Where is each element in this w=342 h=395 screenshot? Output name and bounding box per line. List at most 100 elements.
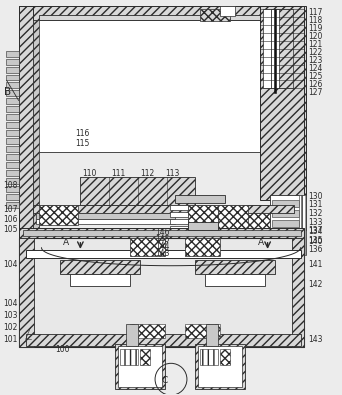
Text: 113: 113 [165, 169, 180, 178]
Bar [80, 177, 195, 205]
Text: 119: 119 [308, 24, 323, 33]
Bar [272, 200, 300, 207]
Text: 108: 108 [4, 181, 18, 190]
Text: 107: 107 [4, 205, 18, 214]
Bar [188, 222, 218, 230]
Bar [272, 230, 300, 237]
Bar [23, 230, 301, 236]
Text: 112: 112 [140, 169, 154, 178]
Bar [170, 226, 188, 231]
Text: 110: 110 [82, 169, 97, 178]
Bar [6, 186, 18, 192]
Bar [188, 205, 218, 233]
Bar [185, 324, 220, 339]
Bar [61, 260, 140, 274]
Bar [36, 213, 175, 219]
Bar [18, 6, 32, 230]
Bar [26, 335, 301, 346]
Text: 117: 117 [308, 8, 323, 17]
Text: 118: 118 [308, 16, 323, 25]
Text: 135: 135 [308, 236, 323, 245]
Bar [291, 238, 304, 347]
Text: 130: 130 [308, 192, 323, 201]
Bar [269, 195, 304, 255]
Text: 137: 137 [308, 226, 323, 235]
Bar [6, 162, 18, 168]
Text: 103: 103 [4, 311, 18, 320]
Text: 142: 142 [308, 280, 323, 289]
Text: 126: 126 [308, 80, 323, 89]
Text: 111: 111 [111, 169, 126, 178]
Text: 124: 124 [308, 64, 323, 73]
Text: 125: 125 [308, 72, 323, 81]
Bar [6, 51, 18, 56]
Bar [6, 154, 18, 160]
Text: 104: 104 [4, 260, 18, 269]
Text: 143: 143 [155, 249, 170, 258]
Bar [170, 205, 188, 210]
Bar [6, 194, 18, 200]
Bar [272, 210, 300, 217]
Text: 127: 127 [308, 88, 323, 97]
Bar [271, 9, 292, 88]
Bar [185, 238, 220, 256]
Text: C: C [162, 376, 168, 385]
Bar [18, 238, 34, 347]
Bar [6, 202, 18, 208]
Bar [220, 6, 235, 16]
Bar [272, 240, 300, 247]
Bar [170, 212, 188, 217]
Bar [115, 344, 165, 389]
Text: B: B [4, 87, 11, 98]
Bar [195, 344, 245, 389]
Bar [6, 58, 18, 64]
Text: 102: 102 [4, 323, 18, 332]
Bar [126, 324, 138, 346]
Bar [6, 146, 18, 152]
Bar [18, 238, 304, 347]
Bar [6, 98, 18, 104]
Bar [198, 346, 242, 387]
Bar [260, 6, 304, 200]
Bar [6, 114, 18, 120]
Bar [175, 195, 225, 203]
Bar [6, 170, 18, 176]
Text: 132: 132 [308, 209, 323, 218]
Text: 100: 100 [55, 345, 70, 354]
Text: 140: 140 [308, 237, 323, 246]
Text: 121: 121 [308, 40, 323, 49]
Bar [130, 324, 165, 339]
Text: 143: 143 [308, 335, 323, 344]
Bar [39, 205, 78, 225]
Bar [200, 350, 218, 365]
Bar [218, 205, 248, 233]
Text: 131: 131 [308, 201, 323, 209]
Bar [285, 20, 294, 230]
Text: A: A [258, 238, 264, 247]
Bar [32, 20, 294, 152]
Bar [130, 238, 165, 256]
Bar [32, 205, 294, 213]
Bar [6, 122, 18, 128]
Bar [6, 75, 18, 81]
Bar [300, 195, 306, 255]
Text: 122: 122 [308, 48, 323, 57]
Text: 101: 101 [4, 335, 18, 344]
Bar [120, 350, 138, 365]
Text: 141: 141 [308, 260, 323, 269]
Bar [18, 228, 304, 238]
Bar [220, 350, 230, 365]
Bar [271, 9, 279, 88]
Text: 123: 123 [308, 56, 323, 65]
Text: 145: 145 [155, 235, 170, 245]
Bar [6, 178, 18, 184]
Text: 134: 134 [308, 228, 323, 236]
Bar [6, 138, 18, 144]
Bar [200, 9, 230, 21]
Bar [263, 9, 271, 88]
Text: 105: 105 [4, 226, 18, 234]
Bar [32, 20, 39, 230]
Bar [6, 130, 18, 136]
Bar [205, 274, 265, 286]
Bar [6, 66, 18, 73]
